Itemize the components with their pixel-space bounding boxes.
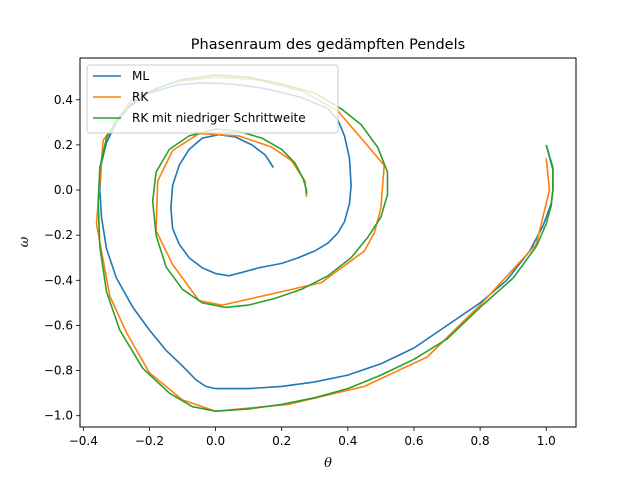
y-tick-label: 0.2 xyxy=(54,138,73,152)
legend-label-ml: ML xyxy=(132,69,149,83)
x-tick-label: 0.0 xyxy=(206,434,225,448)
y-axis-label: ω xyxy=(17,236,32,247)
legend-label-rk-small-step: RK mit niedriger Schrittweite xyxy=(132,111,306,125)
x-axis: −0.4 −0.2 0.0 0.2 0.4 0.6 0.8 1.0 xyxy=(69,427,556,448)
x-tick-label: 0.6 xyxy=(404,434,423,448)
x-tick-label: −0.2 xyxy=(135,434,164,448)
y-tick-label: −0.2 xyxy=(44,228,73,242)
x-tick-label: −0.4 xyxy=(69,434,98,448)
legend: ML RK RK mit niedriger Schrittweite xyxy=(86,64,339,134)
y-tick-label: −0.4 xyxy=(44,273,73,287)
y-tick-label: −1.0 xyxy=(44,409,73,423)
x-tick-label: 0.8 xyxy=(471,434,490,448)
y-tick-label: −0.8 xyxy=(44,364,73,378)
y-tick-label: 0.4 xyxy=(54,93,73,107)
axes-frame xyxy=(79,57,577,428)
x-tick-label: 1.0 xyxy=(537,434,556,448)
chart-title: Phasenraum des gedämpften Pendels xyxy=(191,37,465,53)
legend-label-rk: RK xyxy=(132,90,149,104)
x-tick-label: 0.2 xyxy=(272,434,291,448)
y-axis: −1.0 −0.8 −0.6 −0.4 −0.2 0.0 0.2 0.4 xyxy=(44,93,80,423)
x-tick-label: 0.4 xyxy=(338,434,357,448)
y-tick-label: −0.6 xyxy=(44,318,73,332)
x-axis-label: θ xyxy=(324,456,332,471)
y-tick-label: 0.0 xyxy=(54,183,73,197)
legend-box xyxy=(86,64,339,134)
